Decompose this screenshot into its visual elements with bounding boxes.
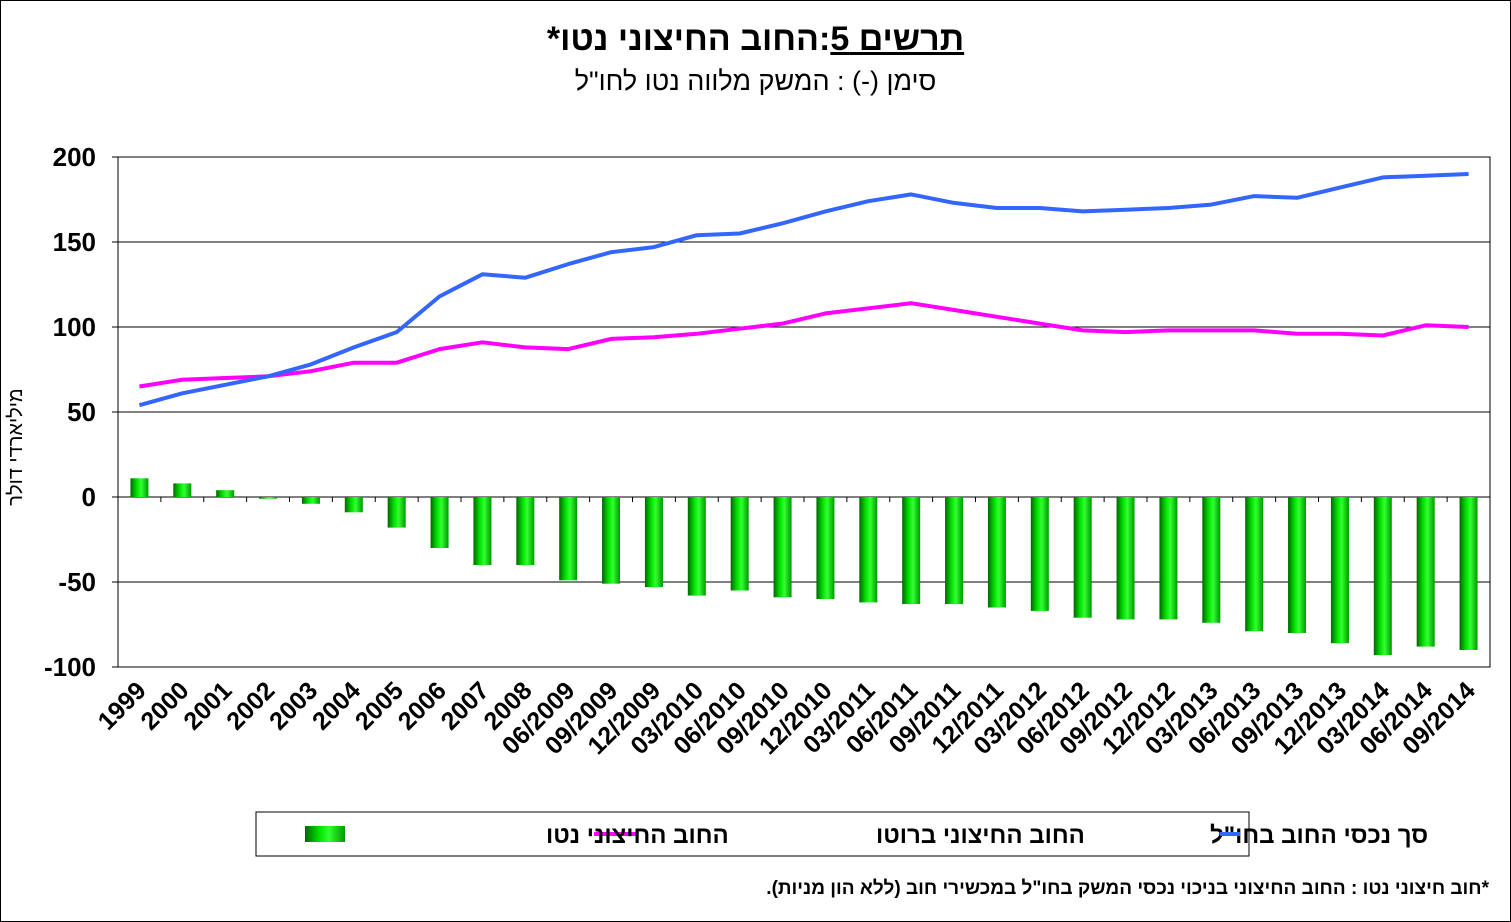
legend-label-gross: החוב החיצוני ברוטו bbox=[876, 822, 1085, 849]
axes: 200150100500-50-100199920002001200220032… bbox=[44, 142, 1491, 760]
legend-label-net: החוב החיצוני נטו bbox=[546, 822, 729, 849]
bar-net-debt bbox=[773, 497, 792, 598]
x-tick-label: 2001 bbox=[178, 676, 237, 735]
bar-net-debt bbox=[130, 478, 149, 497]
y-axis-label: מיליארדי דולר bbox=[5, 388, 27, 505]
bar-net-debt bbox=[1330, 497, 1349, 644]
chart-title-wrap: תרשים 5:החוב החיצוני נטו* bbox=[0, 20, 1511, 59]
y-tick-label: 0 bbox=[82, 482, 96, 512]
bar-net-debt bbox=[1288, 497, 1307, 633]
bar-net-debt bbox=[644, 497, 663, 588]
legend-label-assets: סך נכסי החוב בחו"ל bbox=[1210, 822, 1428, 849]
bar-net-debt bbox=[602, 497, 621, 584]
x-tick-label: 2007 bbox=[436, 676, 495, 735]
x-tick-label: 2005 bbox=[350, 676, 409, 735]
bar-net-debt bbox=[216, 490, 235, 497]
legend: סך נכסי החוב בחו"ל החוב החיצוני ברוטו הח… bbox=[255, 811, 1428, 857]
bar-net-debt bbox=[1159, 497, 1178, 620]
bar-net-debt bbox=[387, 497, 406, 528]
bar-net-debt bbox=[1116, 497, 1135, 620]
bar-net-debt bbox=[859, 497, 878, 603]
lines bbox=[138, 172, 1469, 408]
x-tick-label: 1999 bbox=[93, 676, 152, 735]
bar-net-debt bbox=[173, 483, 192, 497]
line-gross-debt bbox=[139, 301, 1469, 389]
bar-net-debt bbox=[1202, 497, 1221, 623]
y-tick-label: 200 bbox=[53, 142, 96, 172]
legend-item-assets: סך נכסי החוב בחו"ל bbox=[1210, 822, 1428, 849]
bar-net-debt bbox=[987, 497, 1006, 608]
y-tick-label: 100 bbox=[53, 312, 96, 342]
legend-swatch-net bbox=[305, 826, 345, 842]
chart-title-text: :החוב החיצוני נטו* bbox=[546, 20, 831, 58]
chart-title: תרשים 5:החוב החיצוני נטו* bbox=[547, 20, 964, 58]
bar-net-debt bbox=[1416, 497, 1435, 647]
y-tick-label: -50 bbox=[58, 567, 96, 597]
legend-item-gross: החוב החיצוני ברוטו bbox=[594, 822, 1085, 849]
legend-box bbox=[255, 811, 1250, 857]
x-tick-label: 2000 bbox=[135, 676, 194, 735]
bar-net-debt bbox=[1373, 497, 1392, 656]
bars-net-debt bbox=[130, 478, 1478, 656]
bar-net-debt bbox=[730, 497, 749, 591]
bar-net-debt bbox=[945, 497, 964, 605]
x-tick-label: 2004 bbox=[307, 676, 366, 735]
footnote: *חוב חיצוני נטו : החוב החיצוני בניכוי נכ… bbox=[766, 878, 1489, 899]
bar-net-debt bbox=[344, 497, 363, 513]
x-tick-label: 2002 bbox=[221, 676, 280, 735]
x-tick-label: 2006 bbox=[393, 676, 452, 735]
legend-item-net: החוב החיצוני נטו bbox=[305, 822, 729, 849]
bar-net-debt bbox=[1073, 497, 1092, 618]
bar-net-debt bbox=[559, 497, 578, 581]
bar-net-debt bbox=[1459, 497, 1478, 650]
bar-net-debt bbox=[430, 497, 449, 548]
bar-net-debt bbox=[301, 497, 320, 504]
y-tick-label: 150 bbox=[53, 227, 96, 257]
bar-net-debt bbox=[1245, 497, 1264, 632]
chart-title-number: תרשים 5 bbox=[830, 20, 965, 58]
bar-net-debt bbox=[816, 497, 835, 599]
bar-net-debt bbox=[1030, 497, 1049, 611]
x-tick-label: 2003 bbox=[264, 676, 323, 735]
y-tick-label: -100 bbox=[44, 652, 96, 682]
y-tick-label: 50 bbox=[67, 397, 96, 427]
bar-net-debt bbox=[516, 497, 535, 565]
bar-net-debt bbox=[687, 497, 706, 596]
bar-net-debt bbox=[473, 497, 492, 565]
line-debt-assets bbox=[138, 172, 1469, 408]
chart-subtitle: סימן (-) : המשק מלווה נטו לחו"ל bbox=[574, 66, 937, 96]
bar-net-debt bbox=[259, 497, 278, 499]
plot-area bbox=[117, 156, 1491, 668]
bar-net-debt bbox=[902, 497, 921, 605]
